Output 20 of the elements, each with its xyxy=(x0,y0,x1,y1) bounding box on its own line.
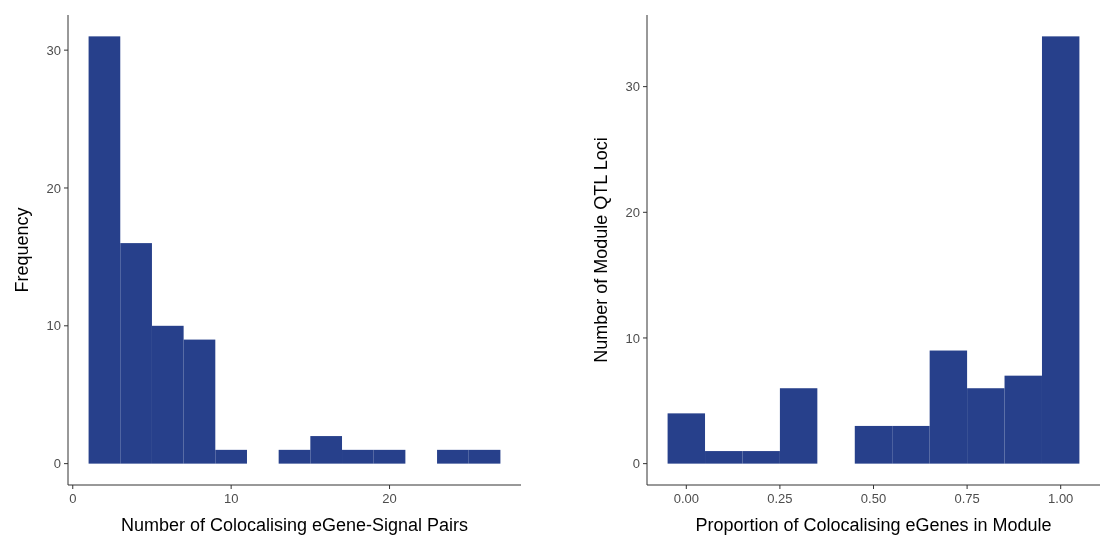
y-tick-label: 0 xyxy=(632,456,640,472)
x-tick-label: 0.25 xyxy=(767,491,793,506)
x-tick-label: 0.50 xyxy=(860,491,887,506)
x-axis-title: Proportion of Colocalising eGenes in Module xyxy=(695,515,1052,535)
y-axis-title: Frequency xyxy=(12,207,32,293)
x-tick-label: 0.75 xyxy=(954,491,980,506)
y-tick-label: 10 xyxy=(625,330,640,346)
y-tick-label: 10 xyxy=(46,318,61,334)
x-tick-label: 20 xyxy=(382,491,397,506)
y-tick-label: 30 xyxy=(625,79,640,95)
y-tick-label: 0 xyxy=(53,456,61,472)
x-tick-label: 0.00 xyxy=(673,491,699,506)
y-tick-label: 30 xyxy=(46,42,61,58)
x-tick-label: 10 xyxy=(223,491,239,506)
y-tick-label: 20 xyxy=(625,204,640,220)
y-axis-title: Number of Module QTL Loci xyxy=(591,137,611,363)
x-tick-label: 1.00 xyxy=(1048,491,1074,506)
y-tick-label: 20 xyxy=(46,180,61,196)
x-tick-label: 0 xyxy=(69,491,77,506)
x-axis-title: Number of Colocalising eGene-Signal Pairs xyxy=(120,515,469,535)
